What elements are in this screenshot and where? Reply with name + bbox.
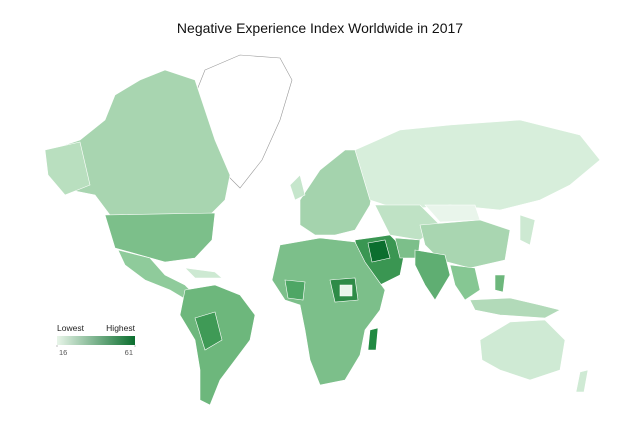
madagascar xyxy=(367,327,379,351)
india xyxy=(414,249,451,301)
philippines xyxy=(494,274,506,293)
southeast-asia xyxy=(449,264,481,301)
uk xyxy=(289,174,306,201)
japan xyxy=(519,214,536,246)
canada xyxy=(49,69,231,216)
legend-tick-label: 61 xyxy=(125,348,133,357)
south-america-dark xyxy=(194,311,223,351)
alaska xyxy=(44,141,91,196)
south-america xyxy=(179,284,256,406)
russia xyxy=(354,119,601,211)
legend: Lowest Highest 16 61 xyxy=(56,323,136,357)
legend-bar xyxy=(57,336,135,345)
caribbean xyxy=(184,267,223,279)
legend-high-label: Highest xyxy=(106,323,135,333)
map-title: Negative Experience Index Worldwide in 2… xyxy=(177,20,463,36)
west-africa xyxy=(284,279,306,301)
australia xyxy=(479,319,566,381)
legend-low-label: Lowest xyxy=(57,323,85,333)
africa-light xyxy=(339,284,353,297)
africa xyxy=(271,237,386,386)
europe xyxy=(299,149,376,236)
new-zealand xyxy=(575,369,589,393)
world-map xyxy=(44,54,601,406)
usa xyxy=(104,212,216,263)
indonesia xyxy=(469,297,561,319)
legend-tick-label: 16 xyxy=(59,348,67,357)
iraq xyxy=(367,239,391,263)
